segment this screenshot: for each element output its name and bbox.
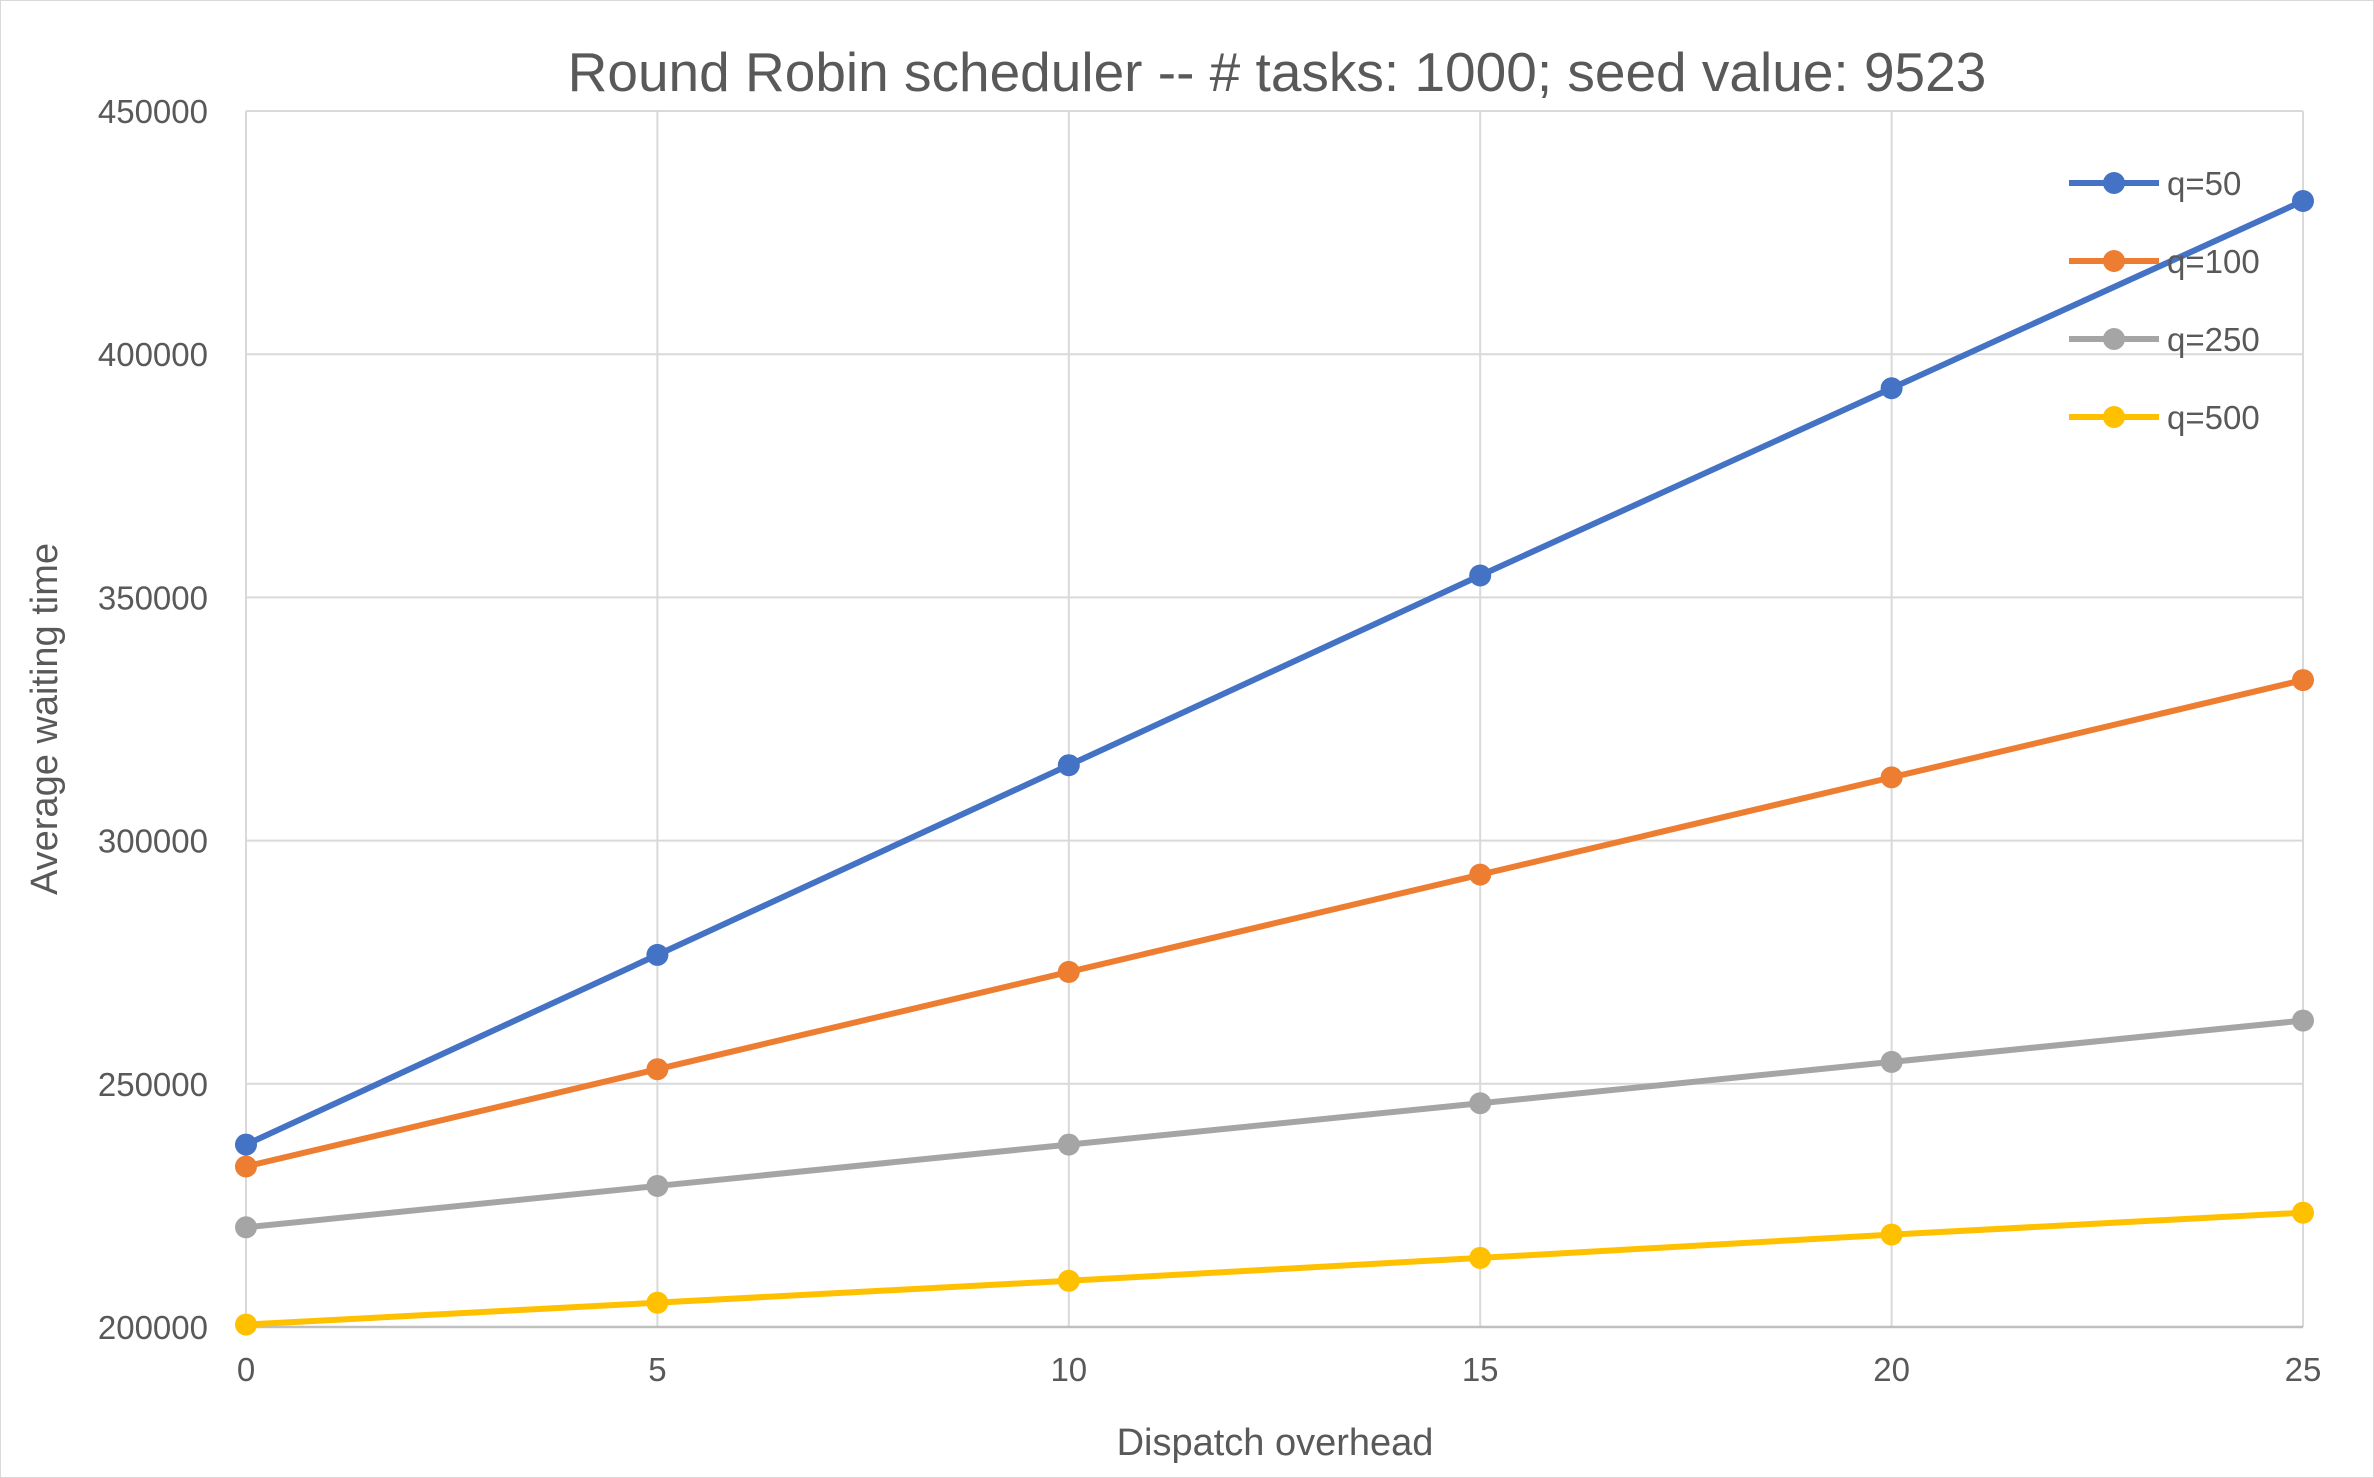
legend-swatch-marker bbox=[2103, 250, 2125, 272]
data-point bbox=[1880, 1223, 1903, 1246]
data-point bbox=[646, 1058, 669, 1081]
data-point bbox=[646, 1174, 669, 1197]
legend-label: q=250 bbox=[2167, 321, 2260, 358]
x-axis-title: Dispatch overhead bbox=[1117, 1422, 1434, 1464]
data-point bbox=[1880, 766, 1903, 789]
y-axis-title: Average waiting time bbox=[24, 543, 66, 895]
data-point bbox=[235, 1133, 257, 1156]
y-tick-label: 250000 bbox=[98, 1066, 208, 1103]
series-lines bbox=[235, 189, 2314, 1336]
chart-title: Round Robin scheduler -- # tasks: 1000; … bbox=[568, 41, 1987, 103]
legend-swatch-marker bbox=[2103, 406, 2125, 428]
y-tick-label: 400000 bbox=[98, 336, 208, 373]
data-point bbox=[1880, 377, 1903, 400]
x-tick-label: 15 bbox=[1462, 1351, 1499, 1388]
data-point bbox=[235, 1216, 257, 1239]
data-point bbox=[1057, 754, 1080, 777]
gridlines bbox=[245, 110, 2304, 1327]
series-line bbox=[243, 197, 2306, 1148]
data-point bbox=[1469, 564, 1492, 587]
data-point bbox=[646, 943, 669, 966]
x-tick-label: 20 bbox=[1873, 1351, 1910, 1388]
y-tick-label: 200000 bbox=[98, 1309, 208, 1346]
series-line bbox=[243, 1017, 2306, 1231]
data-point bbox=[646, 1291, 669, 1314]
data-point bbox=[1057, 960, 1080, 983]
legend-label: q=500 bbox=[2167, 399, 2260, 436]
x-tick-label: 0 bbox=[237, 1351, 255, 1388]
legend-item: q=100 bbox=[2069, 243, 2260, 280]
legend-swatch-marker bbox=[2103, 172, 2125, 194]
data-point bbox=[1880, 1050, 1903, 1073]
y-tick-label: 450000 bbox=[98, 93, 208, 130]
data-point bbox=[1469, 1092, 1492, 1115]
y-tick-label: 300000 bbox=[98, 823, 208, 860]
data-point bbox=[1469, 1246, 1492, 1269]
x-tick-label: 10 bbox=[1050, 1351, 1087, 1388]
series-q=500 bbox=[235, 1201, 2314, 1336]
x-tick-label: 25 bbox=[2285, 1351, 2322, 1388]
series-line bbox=[243, 677, 2306, 1170]
y-tick-label: 350000 bbox=[98, 579, 208, 616]
legend: q=50 q=100 q=250 q=500 bbox=[2069, 165, 2260, 436]
legend-item: q=50 bbox=[2069, 165, 2241, 202]
data-point bbox=[2292, 189, 2314, 212]
legend-swatch-marker bbox=[2103, 328, 2125, 350]
x-tick-label: 5 bbox=[648, 1351, 666, 1388]
series-q=50 bbox=[235, 189, 2314, 1156]
data-point bbox=[1469, 863, 1492, 886]
legend-item: q=500 bbox=[2069, 399, 2260, 436]
legend-label: q=50 bbox=[2167, 165, 2241, 202]
data-point bbox=[235, 1313, 257, 1336]
legend-item: q=250 bbox=[2069, 321, 2260, 358]
data-point bbox=[2292, 1201, 2314, 1224]
series-q=100 bbox=[235, 669, 2314, 1178]
axes: 200000 250000 300000 350000 400000 450000 0 5 10… bbox=[98, 93, 2321, 1388]
series-line bbox=[243, 1209, 2306, 1328]
legend-label: q=100 bbox=[2167, 243, 2260, 280]
data-point bbox=[2292, 1009, 2314, 1032]
data-point bbox=[1057, 1133, 1080, 1156]
data-point bbox=[1057, 1269, 1080, 1292]
data-point bbox=[235, 1155, 257, 1178]
data-point bbox=[2292, 669, 2314, 692]
series-q=250 bbox=[235, 1009, 2314, 1239]
